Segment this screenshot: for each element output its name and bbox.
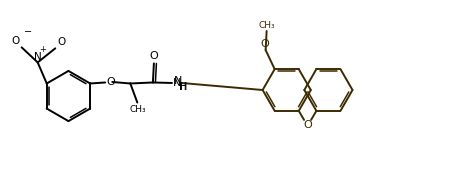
Text: +: + [39,45,46,54]
Text: N: N [34,52,42,62]
Text: O: O [57,37,66,47]
Text: N: N [173,78,181,88]
Text: H: H [180,82,188,92]
Text: CH₃: CH₃ [258,21,275,30]
Text: H: H [179,82,187,93]
Text: O: O [149,51,158,61]
Text: N: N [173,76,182,86]
Text: O: O [303,120,312,130]
Text: O: O [260,39,269,48]
Text: O: O [106,77,115,87]
Text: CH₃: CH₃ [130,105,146,114]
Text: O: O [11,36,19,46]
Text: −: − [24,27,32,37]
